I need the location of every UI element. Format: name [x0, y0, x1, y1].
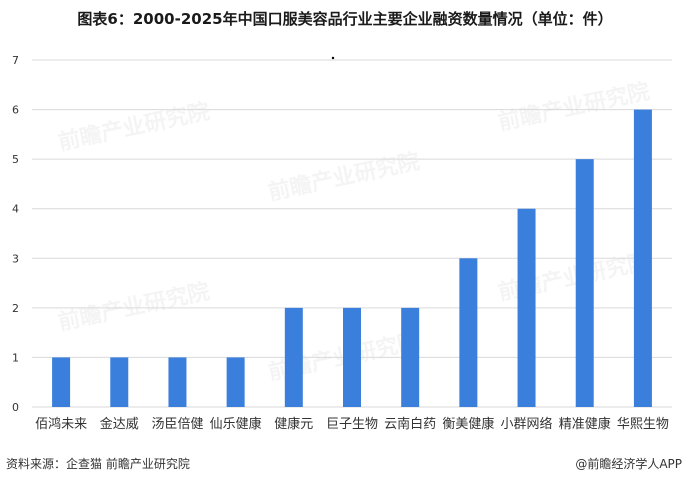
x-tick-label: 衡美健康 [442, 416, 494, 432]
x-tick-label: 云南白药 [384, 416, 436, 432]
x-tick-label: 精准健康 [559, 416, 611, 432]
x-tick-label: 汤臣倍健 [151, 417, 203, 432]
bar [401, 307, 420, 407]
x-tick-label: 仙乐健康 [210, 416, 262, 432]
y-tick-label: 7 [12, 54, 19, 67]
y-tick-label: 1 [12, 351, 19, 364]
bar [459, 258, 478, 407]
watermark-text: 前瞻产业研究院 [266, 148, 422, 205]
y-axis-ticks: 0 1 2 3 4 5 6 7 [12, 54, 19, 414]
x-tick-label: 巨子生物 [326, 417, 378, 432]
watermark-text: 前瞻产业研究院 [496, 78, 652, 135]
x-tick-label: 金达威 [100, 416, 139, 432]
bar [575, 159, 594, 407]
bar [52, 357, 71, 407]
x-tick-label: 小群网络 [501, 416, 553, 432]
watermark-text: 前瞻产业研究院 [56, 278, 212, 335]
x-tick-label: 健康元 [274, 416, 313, 432]
y-tick-label: 6 [12, 104, 19, 117]
y-tick-label: 0 [12, 401, 19, 414]
y-tick-label: 4 [12, 203, 19, 216]
bar [226, 357, 245, 407]
bar [168, 357, 187, 407]
y-tick-label: 2 [12, 302, 19, 315]
source-note: 资料来源：企查猫 前瞻产业研究院 [6, 457, 190, 471]
y-tick-label: 5 [12, 153, 19, 166]
bar [110, 357, 129, 407]
bar [517, 208, 536, 407]
chart-title: 图表6：2000-2025年中国口服美容品行业主要企业融资数量情况（单位：件） [77, 10, 613, 28]
brand-credit: @前瞻经济学人APP [575, 457, 682, 471]
x-tick-label: 华熙生物 [617, 417, 669, 432]
bar [343, 307, 361, 407]
watermark-text: 前瞻产业研究院 [56, 98, 212, 155]
bar [284, 307, 303, 407]
x-axis-ticks: 佰鸿未来 金达威 汤臣倍健 仙乐健康 健康元 巨子生物 云南白药 衡美健康 小群网络 精准健康 华熙… [35, 416, 669, 432]
stray-dot [331, 56, 335, 60]
bars [52, 109, 652, 408]
x-tick-label: 佰鸿未来 [35, 416, 87, 432]
bar [633, 109, 652, 408]
y-tick-label: 3 [12, 252, 19, 265]
